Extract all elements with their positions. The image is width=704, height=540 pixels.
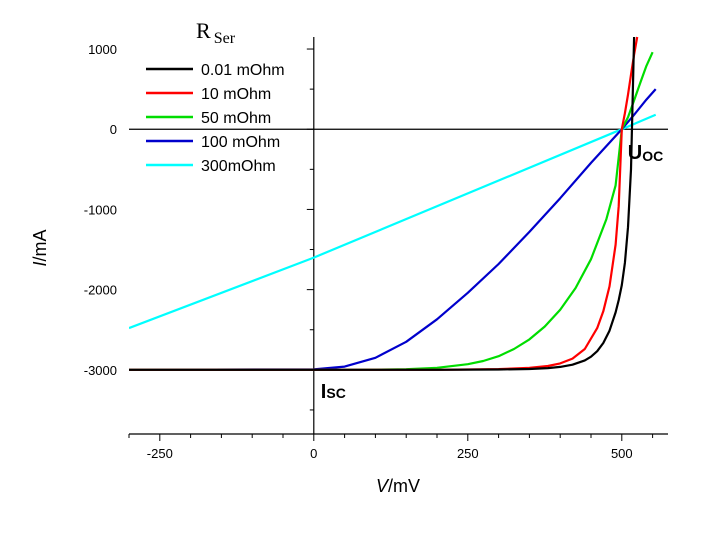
x-tick-label: -250: [147, 446, 173, 461]
legend-label: 10 mOhm: [201, 86, 271, 103]
x-axis-title-unit: /mV: [388, 476, 420, 496]
x-axis-title-var: V: [376, 476, 390, 496]
x-tick-label: 500: [611, 446, 633, 461]
legend-title: R Ser: [196, 18, 236, 47]
legend-label: 100 mOhm: [201, 134, 280, 151]
y-tick-label: 0: [110, 122, 117, 137]
y-axis-title-var: I: [30, 262, 50, 267]
annotations: ISC UOC: [321, 142, 663, 403]
y-axis-title-unit: /mA: [30, 229, 50, 261]
y-tick-label: -3000: [84, 363, 117, 378]
annotation-isc: ISC: [321, 381, 346, 403]
axes: -250 0 250 500 1000 0 -1000 -2000 -3000: [84, 37, 668, 461]
y-axis-title: I/mA: [30, 229, 50, 266]
legend-title-sub: Ser: [214, 30, 236, 47]
series-lines: [129, 36, 657, 371]
series-line-0.01-mohm: [129, 36, 636, 371]
legend-label: 300mOhm: [201, 158, 276, 175]
series-line-50-mohm: [129, 51, 654, 371]
legend-label: 50 mOhm: [201, 110, 271, 127]
legend-label: 0.01 mOhm: [201, 62, 285, 79]
y-tick-label: -2000: [84, 283, 117, 298]
annotation-uoc: UOC: [628, 142, 663, 164]
legend-title-main: R: [196, 18, 211, 43]
legend: R Ser 0.01 mOhm 10 mOhm 50 mOhm 100 mOhm 300m…: [146, 18, 285, 175]
y-tick-label: 1000: [88, 42, 117, 57]
x-tick-label: 250: [457, 446, 479, 461]
series-line-300mohm: [129, 113, 657, 330]
x-axis-title: V/mV: [376, 476, 420, 496]
series-line-100-mohm: [129, 88, 657, 371]
x-tick-label: 0: [310, 446, 317, 461]
y-tick-label: -1000: [84, 202, 117, 217]
